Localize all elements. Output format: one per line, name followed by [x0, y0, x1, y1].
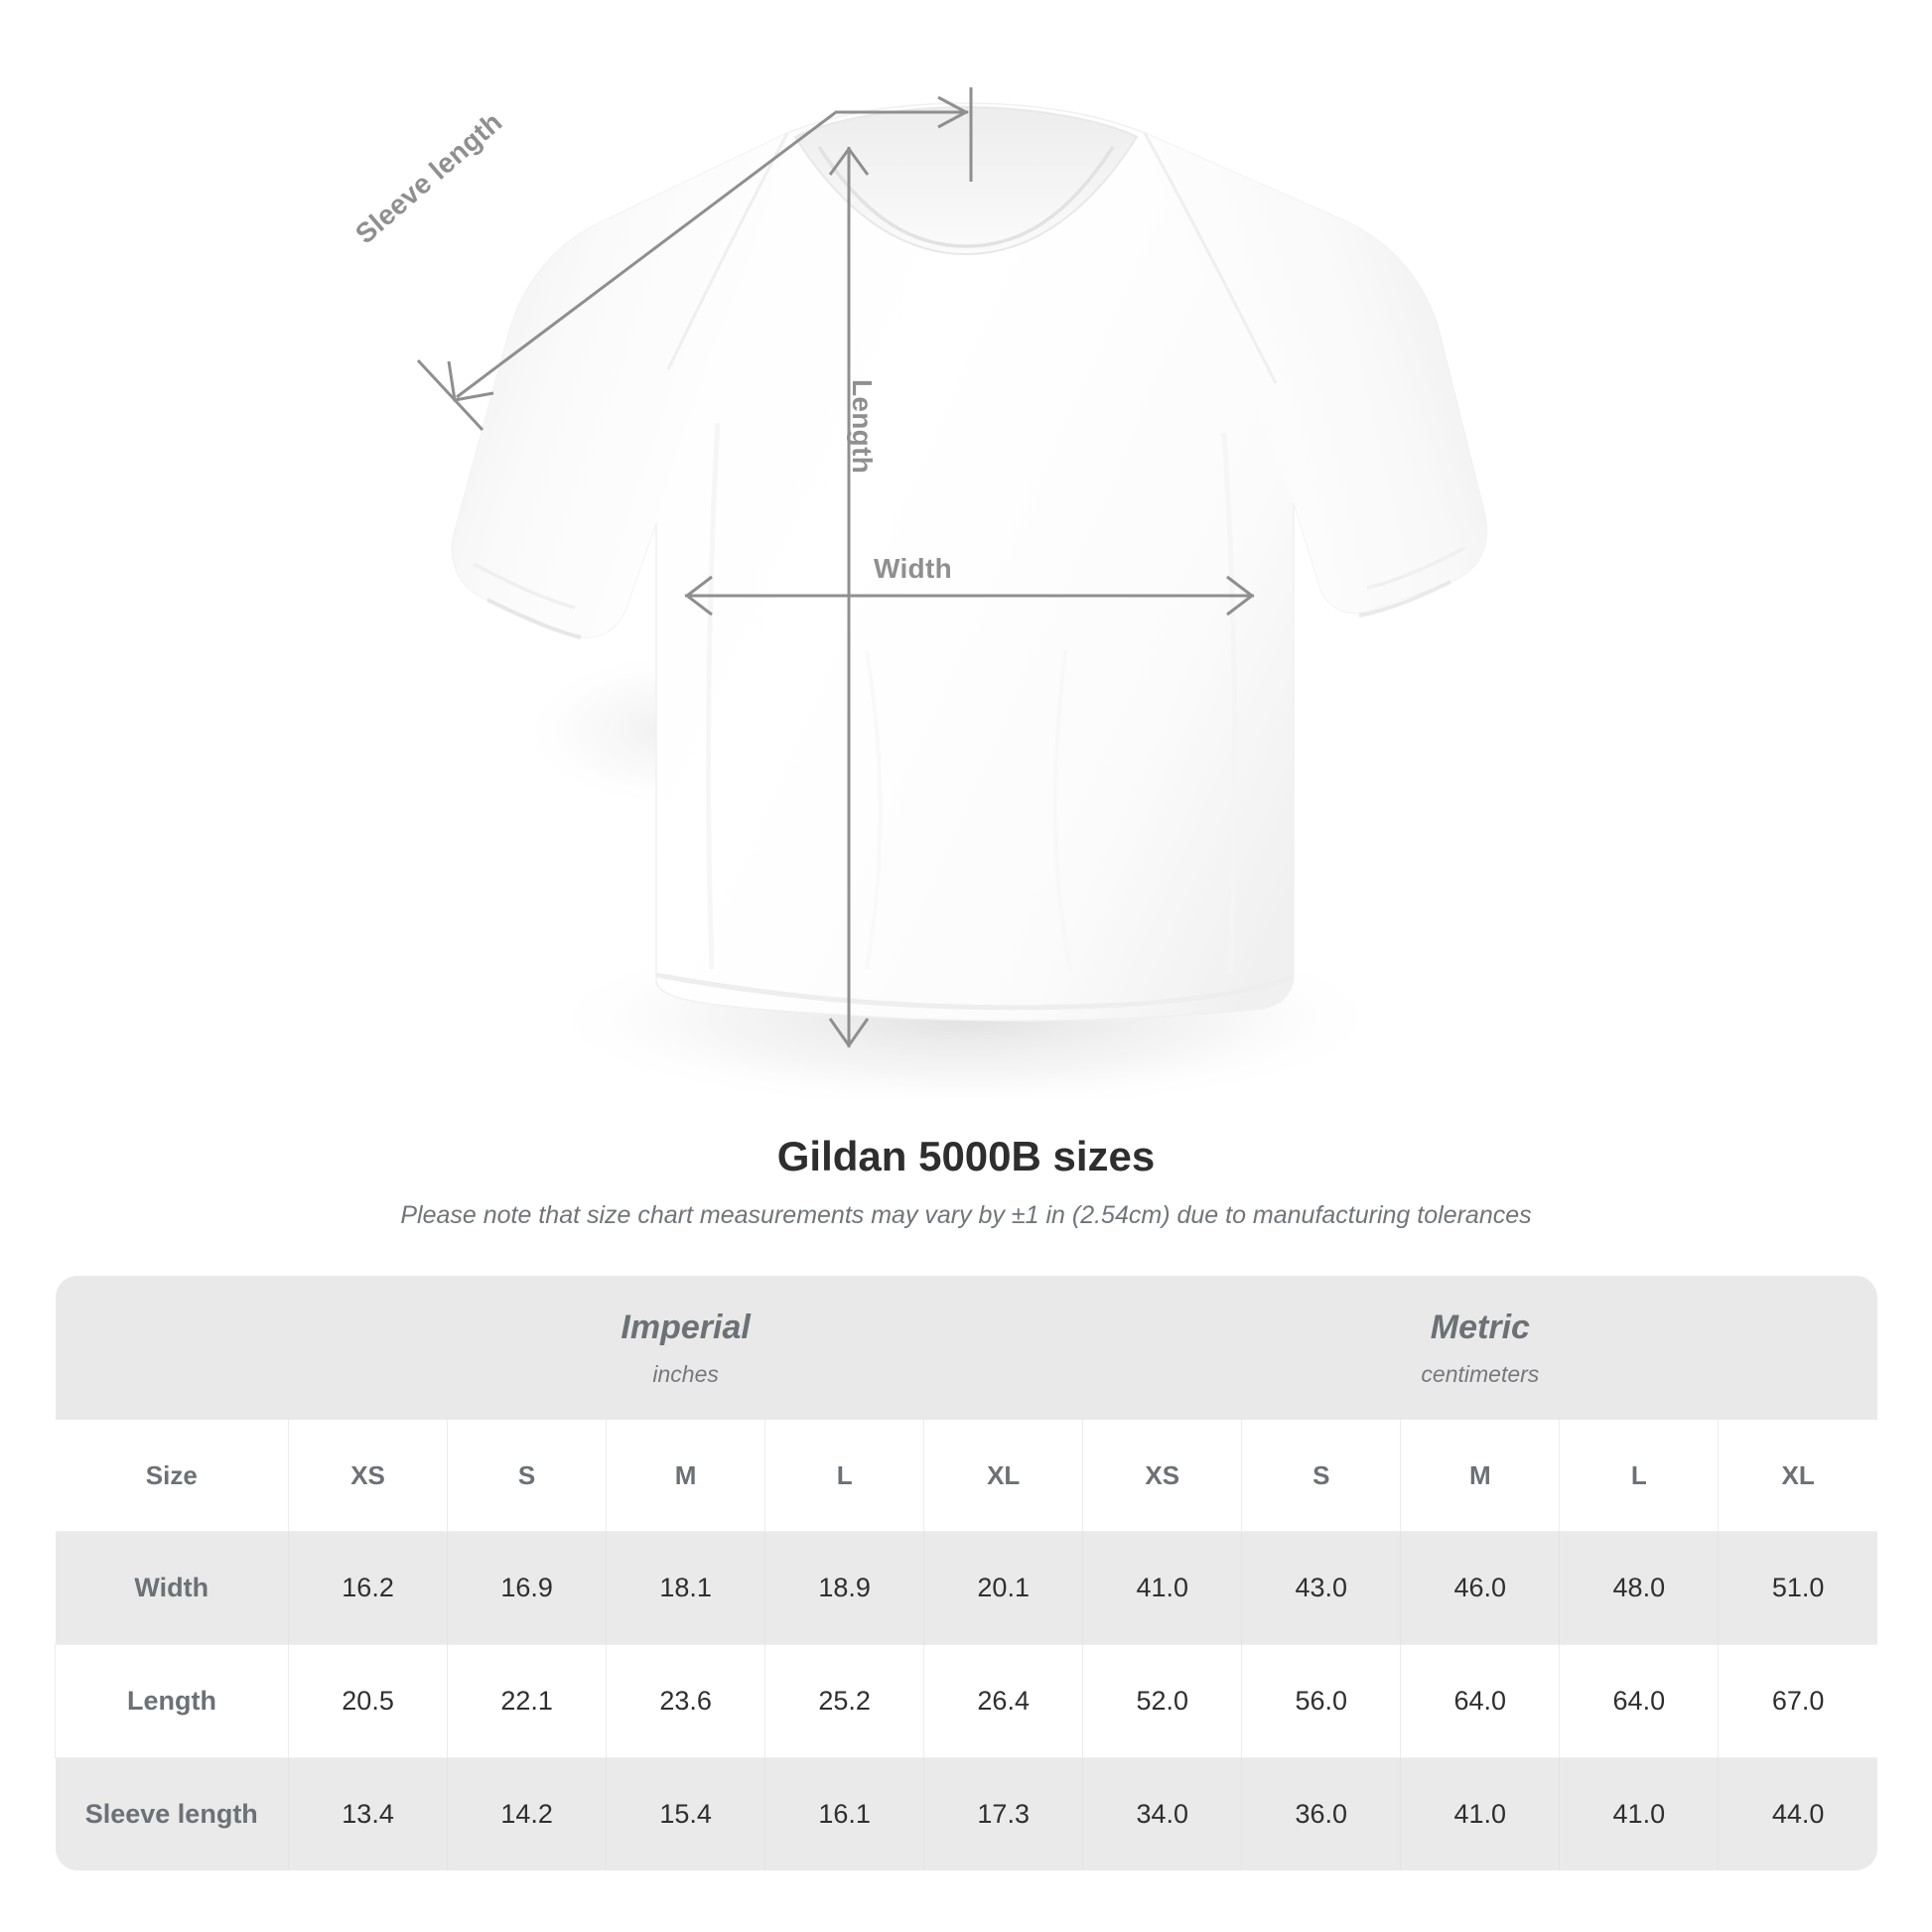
- table-row: Length 20.5 22.1 23.6 25.2 26.4 52.0 56.…: [54, 1644, 1877, 1758]
- unit-group-metric-sub: centimeters: [1421, 1360, 1540, 1387]
- table-row: Width 16.2 16.9 18.1 18.9 20.1 41.0 43.0…: [55, 1531, 1877, 1645]
- cell-sleeve-imperial-xl: 17.3: [923, 1757, 1083, 1870]
- cell-length-metric-xs: 52.0: [1082, 1644, 1242, 1758]
- tolerance-note: Please note that size chart measurements…: [400, 1201, 1532, 1230]
- cell-width-imperial-m: 18.1: [606, 1531, 765, 1645]
- cell-length-metric-s: 56.0: [1241, 1644, 1401, 1758]
- row-label-sleeve-length: Sleeve length: [55, 1757, 289, 1870]
- header-col-imperial-s: S: [447, 1420, 607, 1532]
- cell-sleeve-imperial-l: 16.1: [764, 1757, 924, 1870]
- cell-width-metric-s: 43.0: [1241, 1531, 1401, 1645]
- heading-block: Gildan 5000B sizes Please note that size…: [0, 1132, 1932, 1232]
- header-col-metric-m: M: [1400, 1420, 1560, 1532]
- cell-width-metric-xs: 41.0: [1082, 1531, 1242, 1645]
- cell-width-imperial-xs: 16.2: [288, 1531, 448, 1645]
- unit-group-imperial: Imperial inches: [288, 1276, 1083, 1420]
- header-col-metric-xl: XL: [1718, 1420, 1877, 1532]
- table-row: Sleeve length 13.4 14.2 15.4 16.1 17.3 3…: [55, 1757, 1877, 1870]
- cell-length-metric-l: 64.0: [1559, 1644, 1719, 1758]
- cell-sleeve-metric-m: 41.0: [1400, 1757, 1560, 1870]
- cell-length-metric-xl: 67.0: [1718, 1644, 1877, 1758]
- header-col-imperial-xs: XS: [288, 1420, 448, 1532]
- cell-sleeve-imperial-m: 15.4: [606, 1757, 765, 1870]
- size-header-row: Size XS S M L XL XS S M L XL: [55, 1420, 1877, 1532]
- unit-group-imperial-name: Imperial: [621, 1309, 751, 1347]
- cell-length-imperial-m: 23.6: [606, 1644, 765, 1758]
- unit-group-row: Imperial inches Metric centimeters: [55, 1276, 1877, 1420]
- cell-width-metric-m: 46.0: [1400, 1531, 1560, 1645]
- cell-length-imperial-s: 22.1: [447, 1644, 607, 1758]
- header-col-metric-l: L: [1559, 1420, 1719, 1532]
- cell-width-imperial-xl: 20.1: [923, 1531, 1083, 1645]
- cell-sleeve-metric-xl: 44.0: [1718, 1757, 1877, 1870]
- page-title: Gildan 5000B sizes: [776, 1133, 1156, 1179]
- header-col-metric-xs: XS: [1082, 1420, 1242, 1532]
- cell-sleeve-metric-l: 41.0: [1559, 1757, 1719, 1870]
- cell-length-imperial-xl: 26.4: [923, 1644, 1083, 1758]
- size-chart-table-wrapper: Imperial inches Metric centimeters Size …: [54, 1276, 1877, 1870]
- row-label-length: Length: [54, 1644, 289, 1758]
- tshirt-image: [370, 95, 1552, 1098]
- cell-length-metric-m: 64.0: [1400, 1644, 1560, 1758]
- cell-width-imperial-s: 16.9: [447, 1531, 607, 1645]
- tshirt-diagram: Sleeve length Length Width: [349, 87, 1552, 1098]
- unit-band-corner: [55, 1276, 289, 1420]
- header-col-imperial-xl: XL: [923, 1420, 1083, 1532]
- header-col-metric-s: S: [1241, 1420, 1401, 1532]
- cell-sleeve-metric-xs: 34.0: [1082, 1757, 1242, 1870]
- row-label-width: Width: [55, 1531, 289, 1645]
- header-size-label: Size: [55, 1420, 289, 1532]
- cell-sleeve-metric-s: 36.0: [1241, 1757, 1401, 1870]
- cell-length-imperial-xs: 20.5: [288, 1644, 448, 1758]
- cell-sleeve-imperial-xs: 13.4: [288, 1757, 448, 1870]
- header-col-imperial-m: M: [606, 1420, 765, 1532]
- header-col-imperial-l: L: [764, 1420, 924, 1532]
- unit-group-imperial-sub: inches: [652, 1360, 719, 1387]
- cell-width-metric-l: 48.0: [1559, 1531, 1719, 1645]
- cell-length-imperial-l: 25.2: [764, 1644, 924, 1758]
- size-chart-table: Imperial inches Metric centimeters Size …: [54, 1276, 1877, 1870]
- width-label: Width: [874, 553, 952, 584]
- cell-width-metric-xl: 51.0: [1718, 1531, 1877, 1645]
- cell-sleeve-imperial-s: 14.2: [447, 1757, 607, 1870]
- unit-group-metric: Metric centimeters: [1082, 1276, 1877, 1420]
- length-label: Length: [847, 379, 878, 475]
- unit-group-metric-name: Metric: [1430, 1309, 1530, 1347]
- cell-width-imperial-l: 18.9: [764, 1531, 924, 1645]
